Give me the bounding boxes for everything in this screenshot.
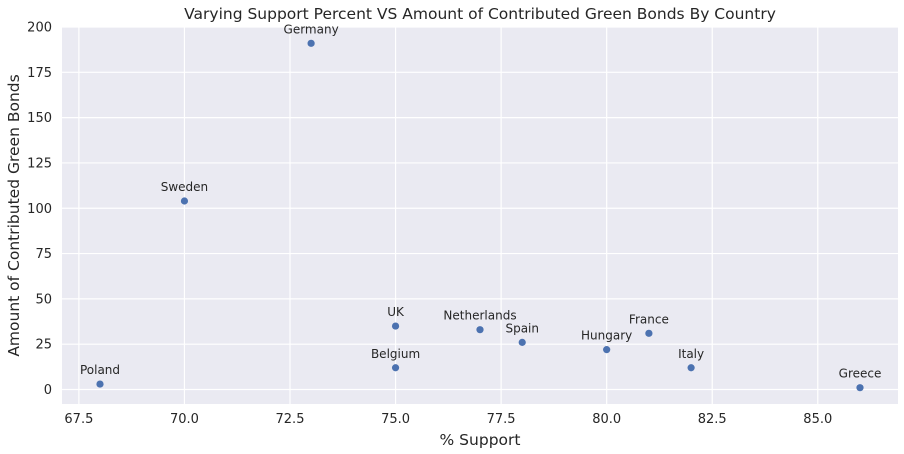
- point-label: Belgium: [371, 347, 420, 361]
- point-label: France: [629, 312, 669, 326]
- y-tick-label: 125: [27, 156, 52, 171]
- x-tick-label: 70.0: [170, 412, 199, 427]
- y-tick-label: 200: [27, 21, 52, 36]
- data-point: [687, 364, 695, 372]
- x-tick-label: 75.0: [381, 412, 410, 427]
- data-point: [96, 380, 104, 388]
- point-label: Poland: [80, 363, 120, 377]
- data-point: [603, 346, 611, 354]
- point-label: Italy: [678, 347, 704, 361]
- data-point: [391, 322, 400, 330]
- x-axis-label: % Support: [440, 431, 521, 449]
- data-point: [180, 197, 189, 205]
- point-label: Sweden: [161, 180, 208, 194]
- y-tick-label: 100: [27, 202, 52, 217]
- x-tick-labels: 67.5 70.0 72.5 75.0 77.5 80.0 82.5 85.0: [64, 412, 832, 427]
- x-tick-label: 85.0: [803, 412, 832, 427]
- grid: [62, 26, 898, 404]
- chart-title: Varying Support Percent VS Amount of Con…: [184, 5, 776, 23]
- y-tick-label: 175: [27, 66, 52, 81]
- x-tick-label: 80.0: [592, 412, 621, 427]
- point-label: Hungary: [581, 329, 632, 343]
- y-tick-label: 0: [44, 383, 52, 398]
- x-tick-label: 72.5: [276, 412, 305, 427]
- data-point: [391, 364, 400, 372]
- data-point: [645, 329, 653, 337]
- x-tick-label: 77.5: [487, 412, 516, 427]
- y-tick-labels: 0 25 50 75 100 125 150 175 200: [27, 21, 52, 399]
- x-tick-label: 67.5: [64, 412, 93, 427]
- y-axis-label: Amount of Contributed Green Bonds: [5, 74, 23, 356]
- y-tick-label: 150: [27, 111, 52, 126]
- data-points: [96, 39, 864, 392]
- plot-background: [62, 27, 898, 404]
- point-label: UK: [387, 305, 405, 319]
- point-label: Netherlands: [443, 309, 516, 323]
- data-point: [307, 39, 315, 47]
- y-tick-label: 25: [35, 338, 52, 353]
- y-tick-label: 75: [35, 247, 52, 262]
- y-tick-label: 50: [35, 292, 52, 307]
- x-tick-label: 82.5: [698, 412, 727, 427]
- point-label: Spain: [505, 321, 539, 335]
- point-label: Germany: [284, 22, 339, 36]
- data-point: [476, 326, 484, 334]
- point-label: Greece: [839, 367, 882, 381]
- data-point: [518, 338, 526, 346]
- data-point: [856, 384, 864, 392]
